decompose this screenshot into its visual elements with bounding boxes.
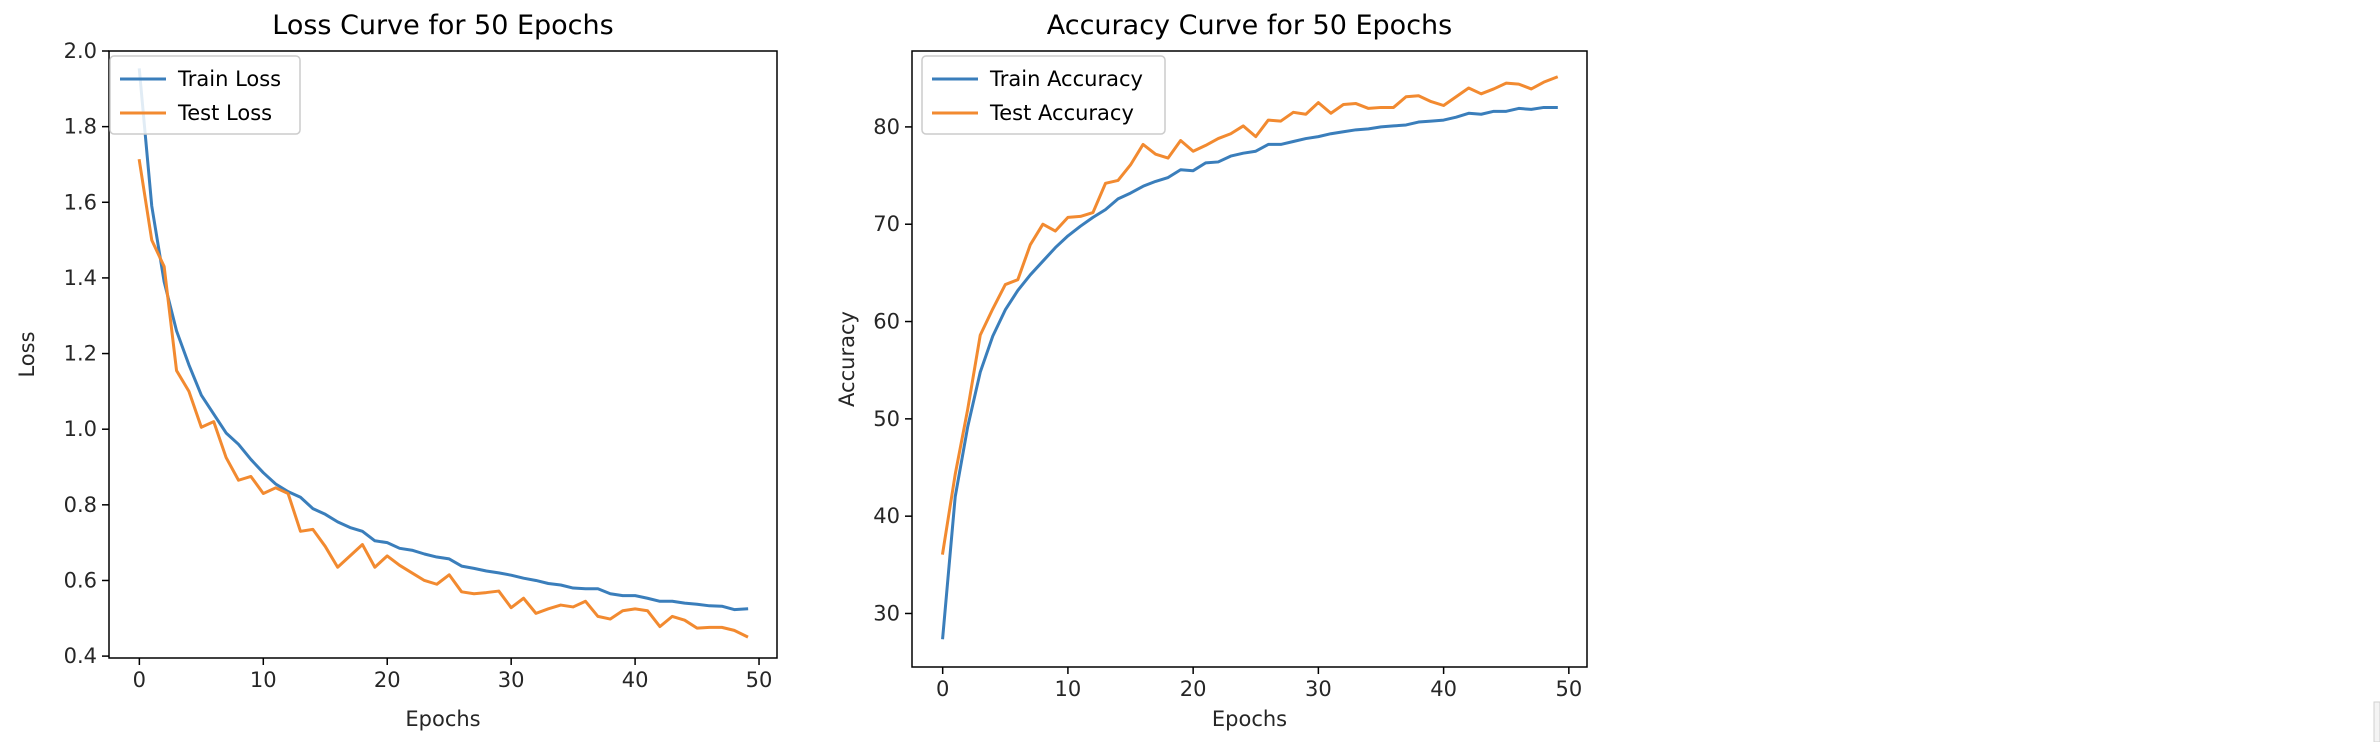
- x-tick-label: 0: [133, 668, 146, 692]
- x-tick-label: 50: [746, 668, 773, 692]
- y-tick-label: 1.0: [64, 417, 97, 441]
- legend: Train Accuracy Test Accuracy: [921, 55, 1166, 135]
- y-tick-label: 2.0: [64, 39, 97, 63]
- y-axis-title: Loss: [15, 331, 39, 377]
- x-tick-label: 40: [1430, 677, 1457, 701]
- y-tick-label: 1.6: [64, 190, 97, 214]
- x-tick-label: 20: [1180, 677, 1207, 701]
- x-tick-label: 50: [1555, 677, 1582, 701]
- y-tick-label: 1.4: [64, 266, 97, 290]
- y-tick-label: 60: [873, 310, 900, 334]
- y-tick-label: 0.6: [64, 568, 97, 592]
- x-tick-label: 40: [622, 668, 649, 692]
- legend-label: Train Accuracy: [989, 67, 1143, 91]
- x-axis-title: Epochs: [405, 707, 480, 731]
- x-axis-title: Epochs: [1212, 707, 1287, 731]
- x-tick-label: 20: [374, 668, 401, 692]
- loss-chart: 0 10 20 30 40 50 0.4 0.6 0.8 1.0 1.2 1.4 1.6 1.8 2.0 Tr…: [15, 10, 778, 731]
- legend-label: Test Loss: [177, 101, 272, 125]
- y-axis-title: Accuracy: [835, 311, 859, 407]
- y-tick-label: 40: [873, 504, 900, 528]
- y-tick-label: 30: [873, 601, 900, 625]
- series-line-test: [137, 158, 749, 639]
- plot-frame: [911, 50, 1588, 668]
- plot-frame: [108, 50, 778, 659]
- legend: Train Loss Test Loss: [109, 55, 301, 135]
- y-tick-label: 1.2: [64, 342, 97, 366]
- series-line-test: [940, 75, 1559, 555]
- chart-title: Loss Curve for 50 Epochs: [272, 10, 613, 41]
- legend-box: [921, 55, 1166, 135]
- y-tick-label: 50: [873, 407, 900, 431]
- legend-label: Train Loss: [177, 67, 281, 91]
- accuracy-chart: 0 10 20 30 40 50 30 40 50 60 70 80 Train Accuracy Tes…: [835, 10, 1588, 731]
- y-tick-label: 0.8: [64, 493, 97, 517]
- x-tick-label: 30: [1305, 677, 1332, 701]
- x-tick-label: 10: [1055, 677, 1082, 701]
- legend-label: Test Accuracy: [989, 101, 1134, 125]
- series-line-train: [137, 68, 749, 612]
- x-tick-label: 10: [250, 668, 277, 692]
- x-tick-label: 0: [936, 677, 949, 701]
- y-tick-label: 70: [873, 212, 900, 236]
- y-tick-label: 0.4: [64, 644, 97, 668]
- series-line-train: [941, 105, 1558, 640]
- y-tick-label: 80: [873, 115, 900, 139]
- corner-resize-handle[interactable]: [2373, 701, 2380, 742]
- x-tick-label: 30: [498, 668, 525, 692]
- chart-title: Accuracy Curve for 50 Epochs: [1047, 10, 1452, 41]
- y-tick-label: 1.8: [64, 115, 97, 139]
